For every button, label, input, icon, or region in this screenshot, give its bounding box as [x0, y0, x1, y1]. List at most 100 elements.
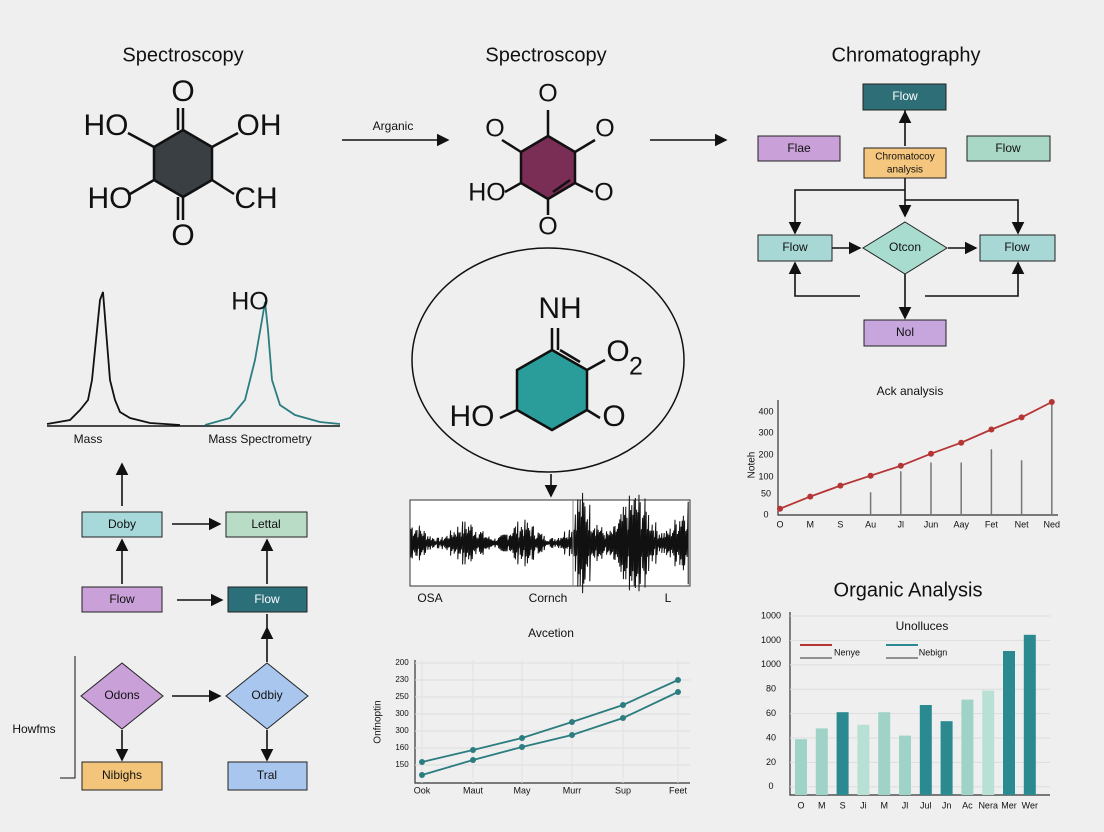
bar: [982, 690, 995, 795]
point: [675, 677, 681, 683]
x-tick-label: Jn: [942, 800, 952, 810]
waveform-label: OSA: [417, 591, 442, 605]
arrow-label: Arganic: [373, 119, 414, 133]
flowchart: Flow Flae Chromatocoy analysis Flow Flow…: [757, 83, 1056, 347]
point: [470, 757, 476, 763]
point: [620, 702, 626, 708]
atom: HO: [84, 109, 129, 142]
point: [1048, 399, 1055, 405]
node-label: Nibighs: [102, 768, 142, 782]
atom: HO: [468, 179, 506, 207]
axes: [777, 400, 1058, 516]
axis-label: Mass: [74, 432, 103, 446]
bar: [919, 705, 932, 795]
point: [867, 472, 874, 479]
y-tick-label: 0: [763, 509, 768, 519]
line: [421, 679, 679, 763]
x-tick-label: S: [837, 519, 843, 529]
y-tick-label: 1000: [761, 610, 781, 620]
x-tick-label: Mer: [1001, 800, 1017, 810]
point: [419, 759, 425, 765]
bar: [961, 699, 974, 795]
x-tick-label: M: [818, 800, 826, 810]
side-label: Howfms: [12, 722, 55, 736]
atom: O: [171, 219, 194, 252]
bar: [899, 735, 911, 795]
node-label: analysis: [887, 165, 923, 176]
atom: O: [171, 75, 194, 108]
point: [1018, 414, 1025, 421]
x-tick-label: Ned: [1044, 519, 1061, 529]
bar: [878, 712, 891, 795]
atom: O: [594, 179, 613, 207]
point: [807, 493, 814, 500]
y-tick-label: 200: [758, 449, 773, 459]
flowchart: Doby Lettal Flow Flow Odons Odbiy Nibigh…: [12, 464, 309, 791]
y-tick-label: 20: [766, 757, 776, 767]
x-tick-label: S: [840, 800, 846, 810]
node-label: Flow: [254, 592, 280, 606]
bar: [815, 728, 828, 795]
x-tick-label: Jl: [898, 519, 905, 529]
molecule: O O O HO O O: [468, 80, 614, 241]
mass-spectrum: Mass Mass Spectrometry HO: [46, 288, 341, 446]
node-label: Lettal: [251, 517, 280, 531]
axes: [414, 660, 690, 784]
point: [675, 689, 681, 695]
atom: OH: [237, 109, 282, 142]
x-tick-label: Ook: [414, 785, 431, 795]
bar: [1003, 651, 1015, 795]
x-tick-label: Net: [1015, 519, 1030, 529]
node-label: Otcon: [889, 240, 921, 254]
waveform-label: Cornch: [529, 591, 568, 605]
point: [897, 462, 904, 469]
point: [419, 772, 425, 778]
axis-label: Mass Spectrometry: [208, 432, 311, 446]
x-tick-label: Jul: [920, 800, 932, 810]
node-label: Flow: [782, 240, 808, 254]
node-label: Flow: [1004, 240, 1030, 254]
y-tick-label: 300: [758, 427, 773, 437]
y-tick-label: 400: [758, 406, 773, 416]
legend-label: Nebign: [919, 647, 948, 657]
y-tick-label: 50: [761, 488, 771, 498]
y-tick-label: 250: [395, 692, 409, 701]
point: [519, 735, 525, 741]
point: [470, 747, 476, 753]
chart-title: Ack analysis: [877, 384, 944, 398]
x-tick-label: Aay: [953, 519, 969, 529]
bar: [857, 724, 870, 795]
waveform: [410, 492, 689, 594]
point: [837, 482, 844, 489]
x-tick-label: Jun: [924, 519, 939, 529]
atom: HO: [450, 400, 495, 433]
atom: O: [538, 213, 557, 241]
point: [777, 505, 783, 512]
x-tick-label: Ac: [962, 800, 973, 810]
point: [958, 439, 965, 446]
chart-title: Organic Analysis: [834, 579, 983, 601]
node-label: Chromatocoy: [875, 152, 934, 163]
x-tick-label: May: [513, 785, 531, 795]
atom: NH: [538, 292, 581, 325]
atom: 2: [629, 353, 643, 381]
x-tick-label: Jl: [902, 800, 909, 810]
molecule: O HO OH HO CH O: [84, 75, 282, 252]
y-tick-label: 0: [768, 781, 773, 791]
point: [928, 450, 934, 457]
waveform-label: L: [665, 591, 672, 605]
y-tick-label: 40: [766, 732, 776, 742]
point: [988, 426, 995, 433]
atom: O: [538, 80, 557, 108]
line: [421, 691, 679, 776]
bar: [836, 712, 849, 795]
node-label: Odons: [104, 688, 139, 702]
x-tick-label: Nera: [978, 800, 998, 810]
atom: HO: [231, 288, 269, 316]
y-tick-label: 200: [395, 658, 409, 667]
y-tick-label: 160: [395, 743, 409, 752]
y-tick-label: 80: [766, 684, 776, 694]
x-tick-label: Fet: [985, 519, 999, 529]
point: [569, 732, 575, 738]
header: Spectroscopy: [122, 44, 243, 66]
